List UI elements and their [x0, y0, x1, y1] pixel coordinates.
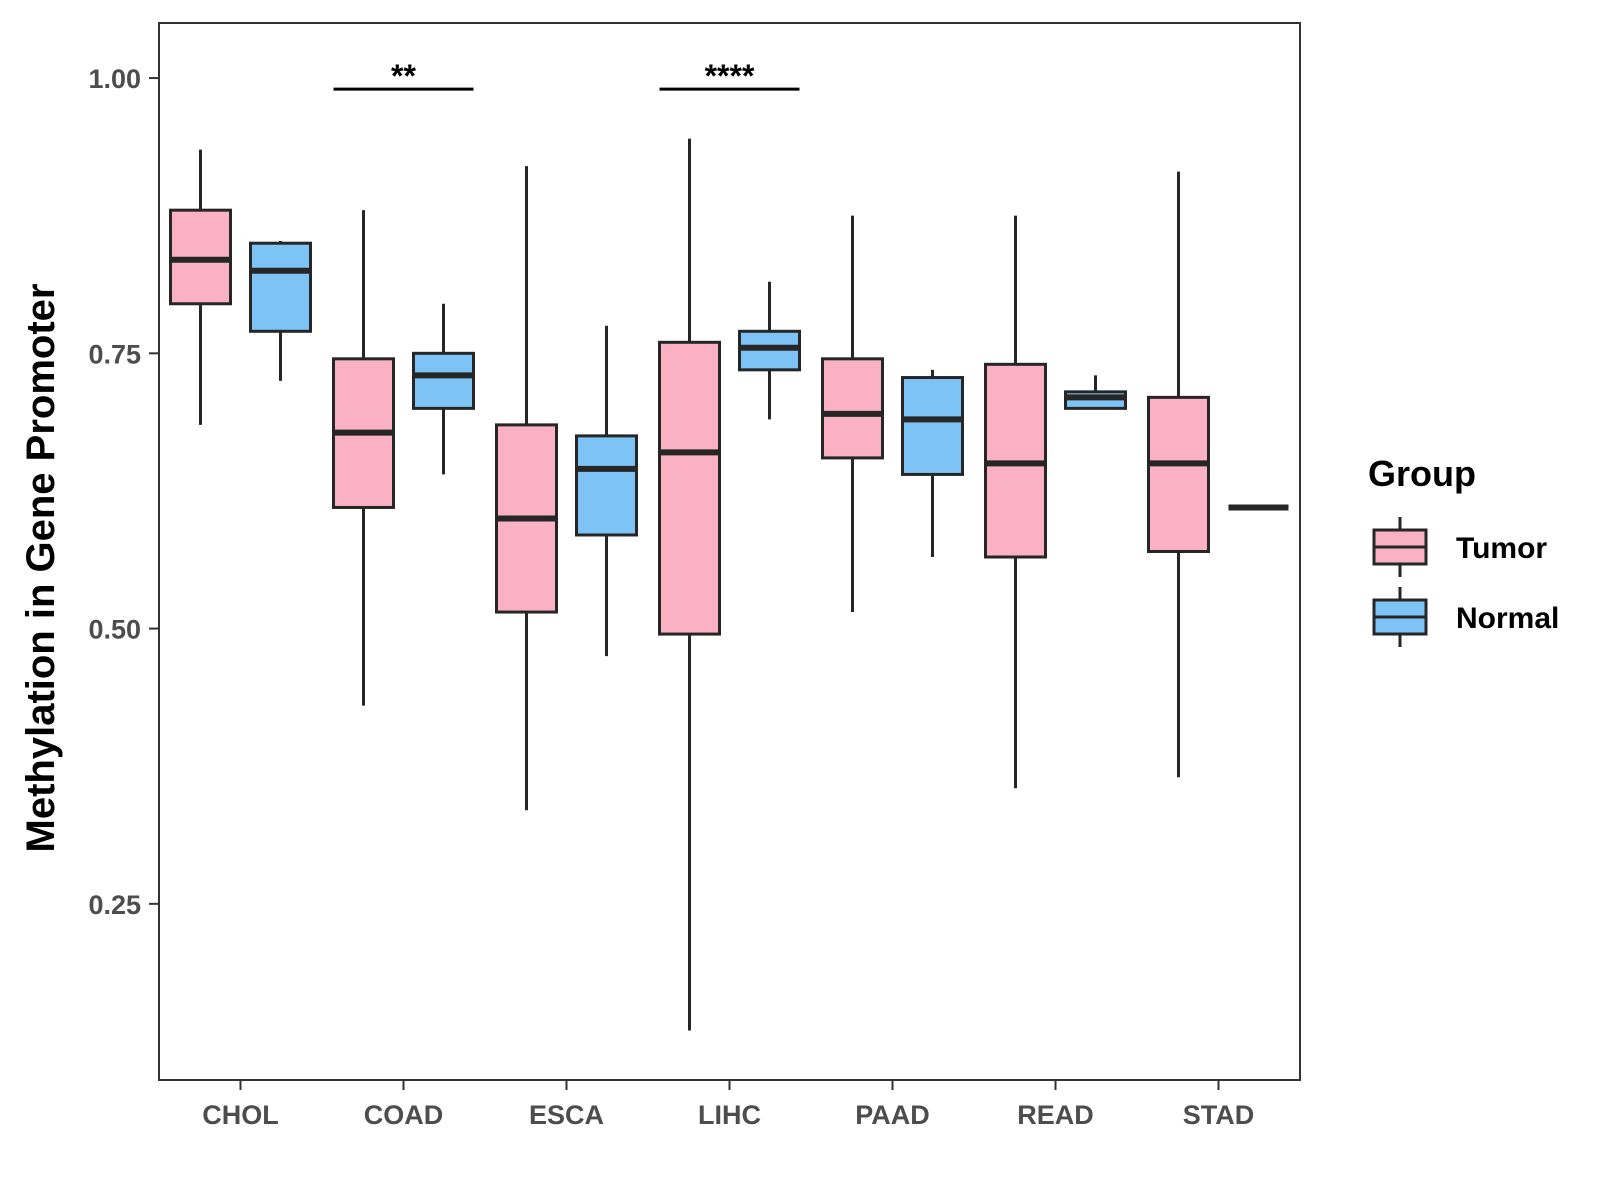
x-tick-label: COAD: [364, 1100, 444, 1130]
box-tumor-read: [984, 215, 1047, 789]
legend-label: Normal: [1456, 602, 1559, 635]
box-normal-read: [1064, 375, 1127, 410]
x-tick-label: ESCA: [529, 1100, 604, 1130]
x-tick-label: READ: [1017, 1100, 1094, 1130]
box-body: [575, 434, 638, 537]
legend: Group Tumor Normal: [1368, 453, 1559, 647]
box-normal-coad: [412, 303, 475, 475]
box-normal-paad: [901, 369, 964, 558]
y-tick-label: 0.50: [88, 615, 141, 645]
box-tumor-coad: [332, 210, 395, 706]
y-axis: 0.25 0.50 0.75 1.00: [88, 64, 159, 920]
box-series: [169, 138, 1289, 1031]
box-body: [249, 241, 312, 333]
legend-item-tumor: Tumor: [1372, 517, 1547, 577]
box-body: [821, 357, 884, 460]
y-tick-label: 0.25: [88, 890, 141, 920]
box-tumor-chol: [169, 149, 232, 425]
x-tick-label: CHOL: [202, 1100, 279, 1130]
significance-annotations: ** ****: [333, 58, 800, 94]
box-body: [901, 376, 964, 476]
box-tumor-stad: [1147, 171, 1210, 778]
significance-label: **: [391, 58, 416, 94]
box-tumor-esca: [495, 166, 558, 811]
box-normal-lihc: [738, 281, 801, 420]
legend-title: Group: [1368, 453, 1476, 494]
box-tumor-lihc: [658, 138, 721, 1031]
x-axis: CHOL COAD ESCA LIHC PAAD READ STAD: [202, 1080, 1254, 1130]
box-body: [412, 351, 475, 410]
x-tick-label: STAD: [1183, 1100, 1255, 1130]
plot-panel: [158, 22, 1301, 1081]
legend-item-normal: Normal: [1372, 587, 1559, 647]
box-body: [658, 340, 721, 636]
box-normal-esca: [575, 325, 638, 657]
box-body: [1147, 395, 1210, 553]
y-axis-title: Methylation in Gene Promoter: [19, 284, 63, 853]
legend-label: Tumor: [1456, 532, 1547, 565]
y-tick-label: 0.75: [88, 339, 141, 369]
x-tick-label: PAAD: [855, 1100, 930, 1130]
significance-label: ****: [705, 58, 755, 94]
box-normal-chol: [249, 241, 312, 381]
x-tick-label: LIHC: [698, 1100, 761, 1130]
y-tick-label: 1.00: [88, 64, 141, 94]
box-tumor-paad: [821, 215, 884, 613]
